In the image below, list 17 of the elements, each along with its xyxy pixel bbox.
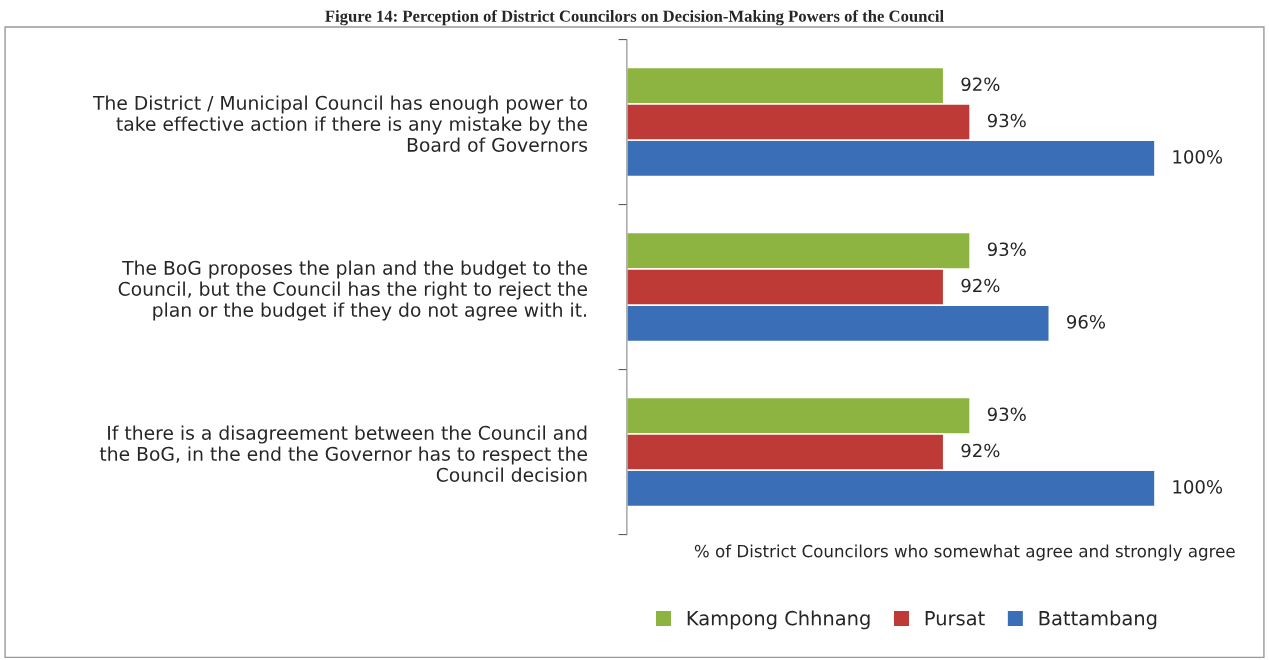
chart-title: Figure 14: Perception of District Councilors on Decision-Making Powers of the Council: [325, 9, 944, 26]
data-label: 93%: [987, 113, 1026, 128]
data-label: 96%: [1067, 314, 1106, 329]
y-tick-label: The District / Municipal Council has enough power to take effective action if there is any mistake by the Board of Governors: [92, 95, 588, 152]
data-label: 93%: [987, 242, 1026, 257]
data-label: 92%: [961, 278, 1000, 293]
legend-label: Battambang: [1039, 610, 1157, 630]
data-label: 93%: [987, 407, 1026, 422]
x-axis-title: % of District Councilors who somewhat agree and strongly agree: [694, 544, 1235, 561]
data-label: 100%: [1173, 149, 1223, 164]
data-label: 92%: [961, 443, 1000, 458]
data-label: 100%: [1173, 479, 1223, 494]
y-tick-label: If there is a disagreement between the Council and the BoG, in the end the Governor has to respect the Council decision: [99, 425, 588, 482]
data-label: 92%: [961, 77, 1000, 92]
y-tick-label: The BoG proposes the plan and the budget to the Council, but the Council has the right to reject the plan or the budget if they do not agree with it.: [118, 260, 588, 321]
legend-label: Pursat: [925, 611, 985, 626]
legend-label: Kampong Chhnang: [687, 610, 870, 630]
